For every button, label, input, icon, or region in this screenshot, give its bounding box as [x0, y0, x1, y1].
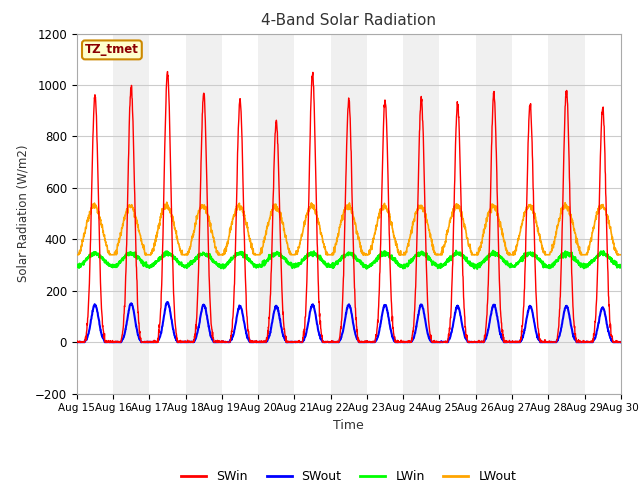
Bar: [113, 34, 149, 394]
Bar: [331, 34, 367, 394]
Bar: [403, 34, 440, 394]
Legend: SWin, SWout, LWin, LWout: SWin, SWout, LWin, LWout: [176, 465, 522, 480]
Bar: [440, 34, 476, 394]
Bar: [186, 34, 222, 394]
Bar: [476, 34, 512, 394]
Bar: [222, 34, 258, 394]
Bar: [149, 34, 186, 394]
Text: TZ_tmet: TZ_tmet: [85, 43, 139, 56]
Bar: [258, 34, 294, 394]
Bar: [294, 34, 331, 394]
Y-axis label: Solar Radiation (W/m2): Solar Radiation (W/m2): [17, 145, 29, 282]
Bar: [77, 34, 113, 394]
X-axis label: Time: Time: [333, 419, 364, 432]
Bar: [512, 34, 548, 394]
Bar: [548, 34, 584, 394]
Title: 4-Band Solar Radiation: 4-Band Solar Radiation: [261, 13, 436, 28]
Bar: [367, 34, 403, 394]
Bar: [584, 34, 621, 394]
